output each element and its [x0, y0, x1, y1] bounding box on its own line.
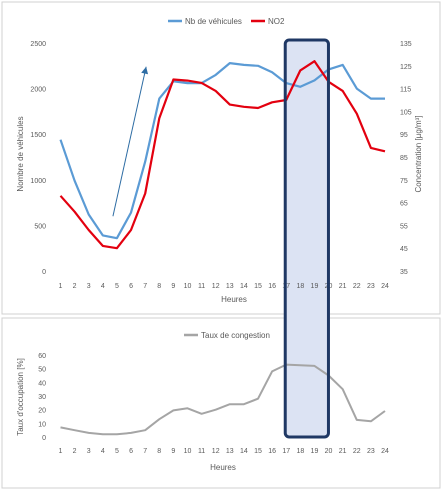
x-tick-label: 2	[73, 448, 77, 455]
x-tick-label: 23	[367, 283, 375, 290]
series-line-vehicles	[59, 61, 385, 240]
x-tick-label: 21	[339, 283, 347, 290]
x-tick-label: 15	[254, 283, 262, 290]
x-tick-label: 6	[129, 448, 133, 455]
y-tick-label: 2000	[30, 87, 46, 94]
x-tick-label: 1	[59, 283, 63, 290]
x-tick-label: 1	[59, 448, 63, 455]
x-tick-label: 4	[101, 283, 105, 290]
y2-tick-label: 75	[400, 178, 408, 185]
x-tick-label: 11	[198, 448, 205, 455]
x-tick-label: 12	[212, 448, 220, 455]
legend-label-no2: NO2	[268, 17, 285, 26]
x-tick-label: 23	[367, 448, 375, 455]
x-tick-label: 10	[184, 283, 192, 290]
highlight-frame	[283, 38, 330, 439]
series-line-no2	[59, 60, 386, 250]
x-tick-label: 5	[115, 283, 119, 290]
y2-tick-label: 55	[400, 223, 408, 230]
legend-label-vehicles: Nb de véhicules	[185, 17, 242, 26]
x-tick-label: 20	[325, 448, 333, 455]
x-tick-label: 24	[381, 448, 389, 455]
x-tick-label: 15	[254, 448, 262, 455]
bottom-chart-panel	[1, 317, 441, 489]
x-tick-label: 8	[157, 448, 161, 455]
bottom-y-axis-title: Taux d'occupation [%]	[16, 358, 25, 436]
y2-tick-label: 105	[400, 109, 412, 116]
x-tick-label: 22	[353, 448, 361, 455]
y2-tick-label: 85	[400, 155, 408, 162]
y-tick-label: 50	[38, 367, 46, 374]
x-tick-label: 7	[143, 448, 147, 455]
x-tick-label: 19	[311, 448, 319, 455]
y-tick-label: 30	[38, 394, 46, 401]
x-tick-label: 4	[101, 448, 105, 455]
y-tick-label: 0	[42, 435, 46, 442]
x-tick-label: 16	[268, 283, 276, 290]
y2-tick-label: 65	[400, 201, 408, 208]
x-tick-label: 9	[171, 283, 175, 290]
y-tick-label: 500	[34, 223, 46, 230]
x-tick-label: 7	[143, 283, 147, 290]
y-tick-label: 1000	[30, 178, 46, 185]
x-tick-label: 6	[129, 283, 133, 290]
top-x-axis-title: Heures	[221, 295, 247, 304]
highlight-band	[285, 40, 329, 437]
x-tick-label: 21	[339, 448, 347, 455]
y2-tick-label: 35	[400, 269, 408, 276]
y-tick-label: 60	[38, 353, 46, 360]
legend-label-congestion: Taux de congestion	[201, 331, 270, 340]
x-tick-label: 18	[296, 448, 304, 455]
x-tick-label: 16	[268, 448, 276, 455]
x-tick-label: 9	[171, 448, 175, 455]
x-tick-label: 18	[296, 283, 304, 290]
annotation-arrow-head	[141, 66, 149, 75]
top-y2-axis-title: Concentration [µg/m³]	[414, 115, 423, 192]
x-tick-label: 2	[73, 283, 77, 290]
y2-tick-label: 125	[400, 64, 412, 71]
x-tick-label: 22	[353, 283, 361, 290]
y-tick-label: 40	[38, 380, 46, 387]
x-tick-label: 14	[240, 448, 248, 455]
top-legend: Nb de véhicules NO2	[168, 17, 285, 26]
y-tick-label: 0	[42, 269, 46, 276]
bottom-x-axis-title: Heures	[210, 463, 236, 472]
y-tick-label: 2500	[30, 41, 46, 48]
x-tick-label: 13	[226, 283, 234, 290]
series-line-congestion	[60, 363, 386, 436]
y-tick-label: 10	[38, 421, 46, 428]
x-tick-label: 10	[184, 448, 192, 455]
y2-tick-label: 95	[400, 132, 408, 139]
y2-tick-label: 135	[400, 41, 412, 48]
x-tick-label: 11	[198, 283, 205, 290]
x-tick-label: 3	[87, 283, 91, 290]
annotation-arrow-line	[112, 66, 147, 217]
x-tick-label: 24	[381, 283, 389, 290]
bottom-legend: Taux de congestion	[184, 331, 270, 340]
y2-tick-label: 115	[400, 87, 411, 94]
x-tick-label: 13	[226, 448, 234, 455]
x-tick-label: 8	[157, 283, 161, 290]
top-chart-panel	[1, 1, 441, 315]
top-y-axis-title: Nombre de véhicules	[16, 116, 25, 191]
y-tick-label: 1500	[30, 132, 46, 139]
x-tick-label: 19	[311, 283, 319, 290]
x-tick-label: 5	[115, 448, 119, 455]
x-tick-label: 3	[87, 448, 91, 455]
y2-tick-label: 45	[400, 246, 408, 253]
y-tick-label: 20	[38, 408, 46, 415]
x-tick-label: 12	[212, 283, 220, 290]
x-tick-label: 14	[240, 283, 248, 290]
x-tick-label: 17	[282, 448, 290, 455]
